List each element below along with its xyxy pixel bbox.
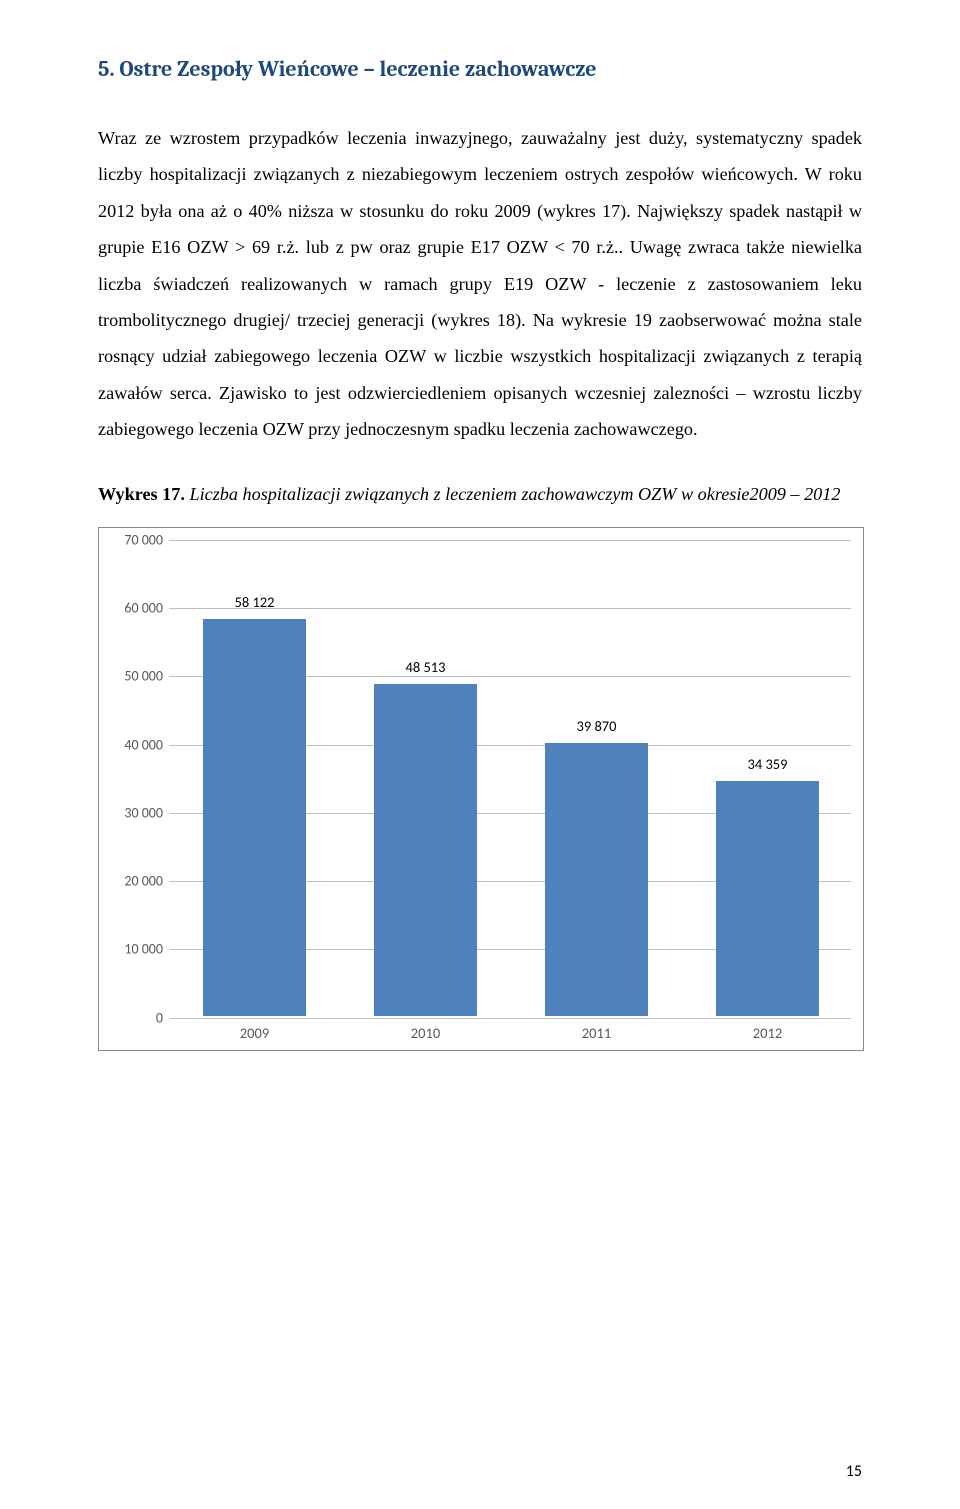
body-paragraph: Wraz ze wzrostem przypadków leczenia inw… bbox=[98, 120, 862, 448]
chart-y-tick-label: 10 000 bbox=[115, 941, 163, 958]
chart-bar-value-label: 58 122 bbox=[205, 593, 305, 611]
caption-label: Wykres 17. bbox=[98, 484, 185, 504]
chart-y-tick-label: 20 000 bbox=[115, 873, 163, 890]
section-title: Ostre Zespoły Wieńcowe – leczenie zachow… bbox=[119, 56, 596, 82]
chart-y-tick-label: 60 000 bbox=[115, 599, 163, 616]
section-heading: 5. Ostre Zespoły Wieńcowe – leczenie zac… bbox=[98, 56, 862, 82]
chart-y-tick-label: 40 000 bbox=[115, 736, 163, 753]
caption-text: Liczba hospitalizacji związanych z lecze… bbox=[189, 484, 840, 504]
chart-bar bbox=[203, 619, 306, 1016]
chart-caption: Wykres 17. Liczba hospitalizacji związan… bbox=[98, 484, 862, 505]
chart-gridline bbox=[169, 540, 851, 541]
chart-y-tick-label: 30 000 bbox=[115, 804, 163, 821]
chart-bar-value-label: 34 359 bbox=[718, 755, 818, 773]
chart-x-tick-label: 2012 bbox=[718, 1024, 818, 1042]
chart-bar bbox=[374, 684, 477, 1015]
chart-gridline bbox=[169, 1018, 851, 1019]
chart-bar-value-label: 48 513 bbox=[376, 658, 476, 676]
chart-x-tick-label: 2009 bbox=[205, 1024, 305, 1042]
chart-x-tick-label: 2011 bbox=[547, 1024, 647, 1042]
chart-bar bbox=[716, 781, 819, 1016]
chart-y-tick-label: 70 000 bbox=[115, 531, 163, 548]
section-number: 5. bbox=[98, 56, 115, 82]
chart-bar bbox=[545, 743, 648, 1015]
chart-plot-area: 58 122 48 513 39 870 34 359 bbox=[169, 540, 851, 1016]
chart-y-tick-label: 50 000 bbox=[115, 668, 163, 685]
chart-x-tick-label: 2010 bbox=[376, 1024, 476, 1042]
chart-bar-value-label: 39 870 bbox=[547, 717, 647, 735]
hospitalizations-bar-chart: 58 122 48 513 39 870 34 359 0 10 000 20 000 30… bbox=[98, 527, 864, 1051]
page-number: 15 bbox=[846, 1462, 862, 1481]
chart-y-tick-label: 0 bbox=[115, 1009, 163, 1026]
